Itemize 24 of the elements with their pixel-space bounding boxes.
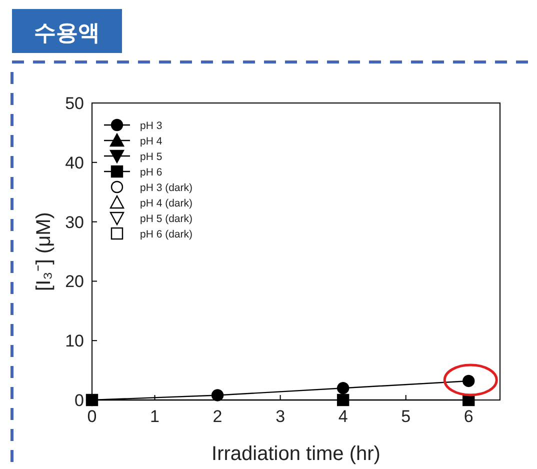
y-tick-label: 0 (74, 391, 84, 410)
y-tick-label: 10 (65, 332, 84, 351)
legend-label: pH 4 (140, 136, 162, 148)
legend-label: pH 6 (140, 166, 162, 178)
legend-label: pH 5 (dark) (140, 213, 193, 225)
legend-label: pH 3 (dark) (140, 182, 193, 194)
y-tick-label: 40 (65, 153, 84, 172)
x-tick-label: 0 (87, 407, 97, 426)
y-tick-label: 50 (65, 94, 84, 113)
x-tick-label: 1 (150, 407, 160, 426)
x-tick-label: 2 (212, 407, 222, 426)
x-tick-label: 5 (401, 407, 411, 426)
legend-label: pH 5 (140, 151, 162, 163)
legend-label: pH 4 (dark) (140, 198, 193, 210)
y-tick-label: 30 (65, 212, 84, 232)
x-tick-label: 3 (276, 407, 286, 426)
y-tick-label: 20 (65, 272, 84, 292)
legend-label: pH 3 (140, 120, 162, 132)
y-axis-title: [I₃⁻] (μM) (33, 212, 55, 291)
x-axis-title: Irradiation time (hr) (212, 443, 380, 465)
legend-label: pH 6 (dark) (140, 228, 193, 240)
x-tick-label: 4 (338, 407, 348, 426)
x-tick-label: 6 (464, 407, 474, 426)
chart-title: 수용액 (34, 20, 100, 45)
